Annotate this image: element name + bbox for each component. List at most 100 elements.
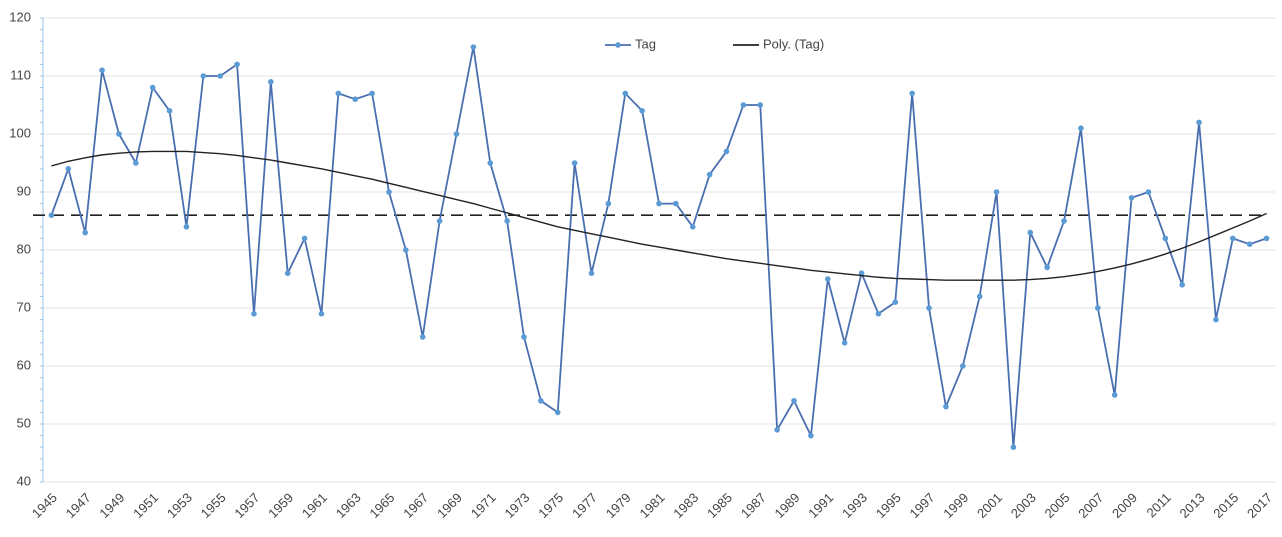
data-point	[1145, 189, 1152, 195]
data-point	[1213, 316, 1219, 323]
data-point	[1111, 392, 1118, 398]
data-point	[48, 212, 55, 218]
data-point	[521, 334, 527, 340]
data-point	[791, 398, 797, 404]
y-tick-label: 90	[17, 183, 31, 198]
data-point	[1027, 229, 1034, 236]
data-point	[976, 293, 983, 300]
data-point	[183, 224, 190, 230]
x-tick-label: 1965	[366, 490, 397, 521]
data-point	[65, 166, 72, 172]
data-point	[1196, 119, 1202, 126]
x-tick-label: 1997	[907, 490, 938, 521]
data-point	[909, 90, 915, 97]
x-tick-label: 2017	[1244, 490, 1275, 521]
data-point	[335, 90, 342, 97]
data-point	[251, 311, 257, 317]
y-tick-label: 110	[10, 67, 31, 82]
data-point	[99, 67, 105, 73]
data-point	[504, 218, 510, 224]
data-point	[487, 160, 494, 166]
data-point	[419, 334, 426, 340]
x-tick-label: 1989	[772, 490, 803, 521]
x-tick-label: 1993	[839, 490, 870, 521]
x-tick-label: 1985	[704, 490, 735, 521]
x-tick-label: 1955	[198, 490, 229, 521]
data-point	[993, 189, 1000, 195]
data-point	[538, 398, 544, 404]
data-point	[82, 229, 88, 236]
trend-line	[51, 150, 1267, 281]
x-tick-label: 2003	[1008, 490, 1039, 521]
data-point	[723, 148, 730, 155]
data-point	[875, 311, 882, 317]
x-tick-label: 1945	[29, 490, 60, 521]
data-point	[943, 403, 949, 410]
data-point	[1230, 235, 1236, 242]
x-tick-label: 2009	[1109, 490, 1140, 521]
data-point	[149, 84, 156, 91]
data-point	[453, 131, 460, 137]
data-point	[436, 218, 443, 224]
data-point	[1128, 195, 1135, 201]
data-point	[116, 131, 122, 137]
data-point	[318, 311, 325, 317]
data-point	[1044, 264, 1050, 271]
data-point	[959, 363, 966, 369]
data-point	[1179, 282, 1185, 288]
data-point	[706, 171, 713, 178]
data-point	[824, 276, 831, 282]
data-point	[1078, 125, 1084, 131]
data-point	[1094, 305, 1101, 311]
x-tick-label: 1949	[96, 490, 127, 521]
x-tick-label: 2007	[1075, 490, 1106, 521]
x-tick-label: 2005	[1042, 490, 1073, 521]
y-tick-label: 100	[9, 125, 31, 140]
data-point	[554, 409, 561, 416]
x-tick-label: 1967	[400, 490, 431, 521]
y-tick-label: 60	[17, 357, 31, 372]
data-point	[166, 108, 173, 114]
data-point	[926, 305, 932, 311]
data-point	[403, 247, 409, 253]
legend-label: Poly. (Tag)	[763, 36, 824, 51]
x-tick-label: 1991	[805, 490, 836, 521]
data-point	[673, 200, 679, 207]
data-point	[470, 44, 477, 50]
data-point	[622, 90, 629, 97]
data-point	[352, 96, 359, 102]
data-point	[689, 224, 696, 230]
data-point	[234, 61, 240, 68]
data-point	[301, 235, 308, 242]
data-point	[774, 427, 780, 433]
data-point	[200, 73, 207, 79]
x-tick-label: 2015	[1210, 490, 1241, 521]
data-point	[284, 270, 291, 277]
data-point	[892, 299, 899, 306]
x-tick-label: 2001	[974, 490, 1005, 521]
x-tick-label: 1981	[636, 490, 667, 521]
data-point	[571, 160, 578, 166]
x-tick-label: 1963	[333, 490, 364, 521]
y-tick-label: 50	[17, 415, 31, 430]
x-tick-label: 1957	[231, 490, 262, 521]
data-point	[133, 160, 139, 166]
data-point	[1061, 218, 1067, 224]
y-tick-label: 80	[17, 241, 31, 256]
data-point	[268, 79, 274, 85]
x-tick-label: 1983	[670, 490, 701, 521]
x-tick-label: 1999	[940, 490, 971, 521]
y-tick-label: 40	[17, 473, 31, 488]
data-point	[386, 189, 392, 195]
x-tick-label: 1947	[63, 490, 94, 521]
data-point	[740, 102, 747, 108]
x-tick-label: 1961	[299, 490, 330, 521]
data-point	[841, 340, 848, 346]
x-tick-label: 1971	[468, 490, 499, 521]
data-point	[369, 90, 375, 97]
data-point	[1010, 444, 1017, 451]
data-point	[1263, 235, 1270, 242]
x-tick-label: 1973	[501, 490, 532, 521]
data-point	[605, 200, 612, 207]
